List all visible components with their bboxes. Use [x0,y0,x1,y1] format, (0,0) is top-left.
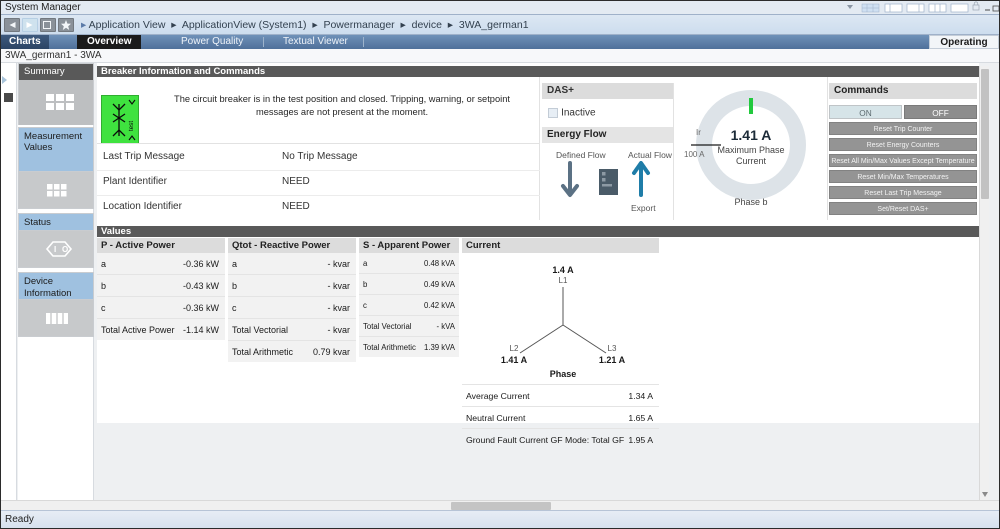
svg-text:Phase b: Phase b [734,197,767,207]
svg-text:100 A: 100 A [684,150,705,159]
svg-text:1.41 A: 1.41 A [731,127,772,143]
svg-text:Ir: Ir [696,128,701,137]
svg-text:test: test [128,121,135,131]
svg-text:1.41 A: 1.41 A [501,355,528,365]
svg-text:1.21 A: 1.21 A [599,355,626,365]
svg-text:Maximum Phase: Maximum Phase [717,145,784,155]
svg-text:Phase: Phase [550,369,577,379]
svg-text:L2: L2 [510,344,519,353]
svg-text:I: I [54,245,56,254]
svg-text:1.4 A: 1.4 A [552,265,574,275]
svg-text:O: O [62,245,68,254]
svg-text:L1: L1 [559,276,568,285]
svg-text:Current: Current [736,156,767,166]
svg-text:L3: L3 [608,344,617,353]
